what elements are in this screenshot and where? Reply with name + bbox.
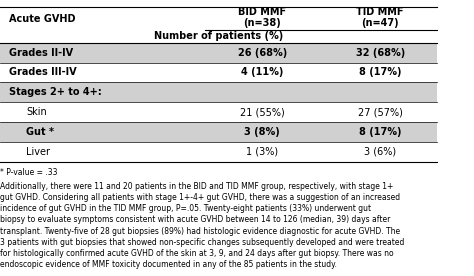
Bar [0, 142, 437, 162]
Text: 26 (68%): 26 (68%) [237, 48, 287, 58]
Text: Stages 2+ to 4+:: Stages 2+ to 4+: [9, 87, 101, 97]
Bar [0, 102, 437, 122]
Bar [0, 63, 437, 82]
Text: 8 (17%): 8 (17%) [359, 127, 401, 137]
Text: Liver: Liver [26, 147, 50, 157]
Text: 3 (6%): 3 (6%) [364, 147, 396, 157]
Text: 1 (3%): 1 (3%) [246, 147, 278, 157]
Text: Gut *: Gut * [26, 127, 54, 137]
Bar [0, 43, 437, 63]
Text: 4 (11%): 4 (11%) [241, 67, 283, 78]
Bar [0, 7, 437, 30]
Text: 8 (17%): 8 (17%) [359, 67, 401, 78]
Text: Grades II-IV: Grades II-IV [9, 48, 73, 58]
Text: 3 (8%): 3 (8%) [244, 127, 280, 137]
Text: 27 (57%): 27 (57%) [358, 107, 402, 117]
Text: 21 (55%): 21 (55%) [240, 107, 284, 117]
Text: Number of patients (%): Number of patients (%) [154, 31, 283, 41]
Text: 32 (68%): 32 (68%) [356, 48, 405, 58]
Bar [0, 122, 437, 142]
Text: Acute GVHD: Acute GVHD [9, 14, 75, 24]
Text: Grades III-IV: Grades III-IV [9, 67, 76, 78]
Bar [0, 30, 437, 43]
Text: * P-value = .33: * P-value = .33 [0, 168, 57, 177]
Text: Additionally, there were 11 and 20 patients in the BID and TID MMF group, respec: Additionally, there were 11 and 20 patie… [0, 182, 404, 269]
Text: Skin: Skin [26, 107, 47, 117]
Text: TID MMF
(n=47): TID MMF (n=47) [356, 7, 404, 28]
Bar [0, 82, 437, 102]
Text: BID MMF
(n=38): BID MMF (n=38) [238, 7, 286, 28]
